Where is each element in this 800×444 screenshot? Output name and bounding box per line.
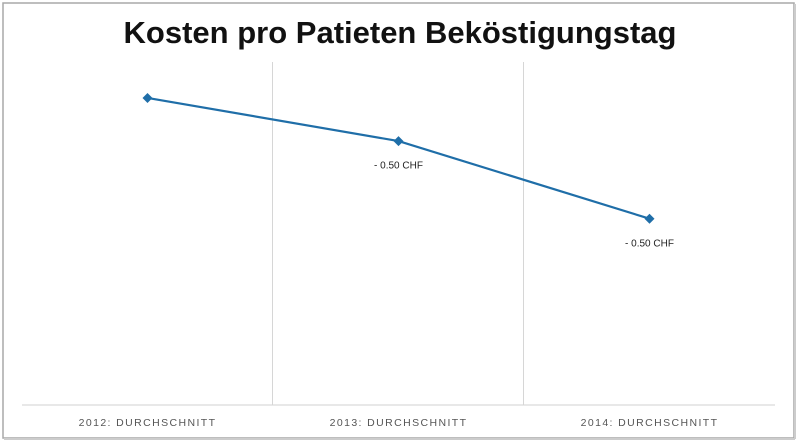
data-point bbox=[644, 213, 655, 224]
x-tick-label: 2013: DURCHSCHNITT bbox=[330, 417, 468, 429]
x-tick-label: 2012: DURCHSCHNITT bbox=[79, 417, 217, 429]
data-point bbox=[393, 136, 404, 147]
data-point bbox=[142, 92, 153, 103]
annotation: - 0.50 CHF bbox=[625, 238, 674, 249]
chart-title: Kosten pro Patieten Beköstigungstag bbox=[124, 15, 677, 50]
x-tick-label: 2014: DURCHSCHNITT bbox=[581, 417, 719, 429]
frame bbox=[2, 2, 795, 439]
annotation: - 0.50 CHF bbox=[374, 161, 423, 172]
